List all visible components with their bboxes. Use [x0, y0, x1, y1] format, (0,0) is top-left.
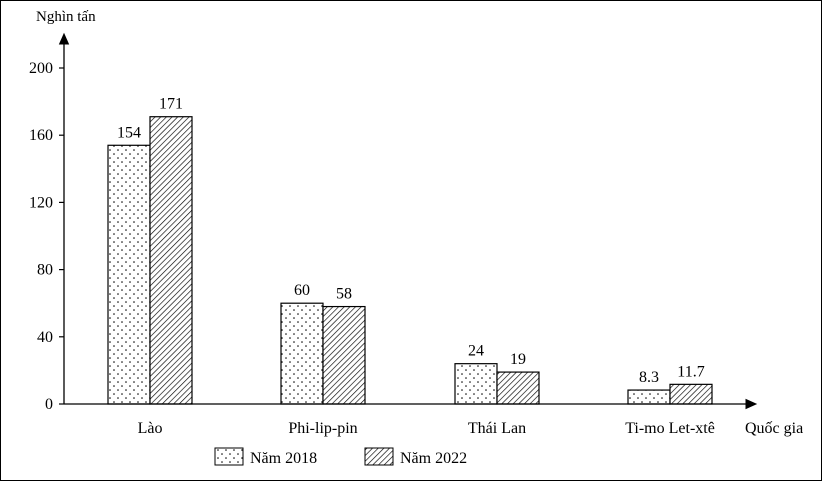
legend: Năm 2018 Năm 2022	[214, 447, 467, 467]
data-label: 11.7	[677, 363, 704, 380]
y-tick-label: 160	[29, 127, 53, 144]
bar-2022-0	[149, 116, 193, 405]
x-axis-title: Quốc gia	[745, 420, 803, 437]
y-tick-label: 80	[37, 262, 53, 279]
data-label: 60	[294, 282, 310, 299]
legend-swatch-2018	[214, 447, 244, 466]
bar-2022-2	[496, 371, 540, 405]
bar-2018-3	[627, 389, 671, 405]
bar-2018-1	[280, 302, 324, 405]
y-tick-label: 120	[29, 194, 53, 211]
x-labels-group: Lào Phi-lip-pin Thái Lan Ti-mo Let-xtê	[138, 420, 715, 437]
data-labels-group: 154 171 60 58 24 19 8.3 11.7	[117, 96, 705, 386]
x-tick-label: Lào	[138, 420, 163, 437]
bar-2018-2	[454, 363, 498, 405]
bar-2022-1	[322, 305, 366, 405]
bar-2018-0	[107, 144, 151, 405]
y-tick-label: 40	[37, 329, 53, 346]
data-label: 19	[510, 351, 526, 368]
data-label: 58	[336, 286, 352, 303]
bars-group	[107, 116, 713, 405]
x-tick-label: Thái Lan	[468, 420, 526, 437]
y-tick-label: 0	[45, 396, 53, 413]
y-ticks-group: 0 40 80 120 160 200	[29, 60, 64, 413]
y-axis-title: Nghìn tấn	[36, 9, 96, 25]
x-tick-label: Ti-mo Let-xtê	[625, 420, 715, 437]
data-label: 8.3	[639, 369, 659, 386]
data-label: 154	[117, 124, 141, 141]
legend-swatch-2022	[364, 447, 394, 466]
legend-label-2018: Năm 2018	[250, 450, 317, 467]
data-label: 171	[159, 96, 183, 113]
data-label: 24	[468, 343, 484, 360]
legend-label-2022: Năm 2022	[400, 450, 467, 467]
x-tick-label: Phi-lip-pin	[288, 420, 357, 437]
y-tick-label: 200	[29, 60, 53, 77]
bar-2022-3	[669, 383, 713, 405]
